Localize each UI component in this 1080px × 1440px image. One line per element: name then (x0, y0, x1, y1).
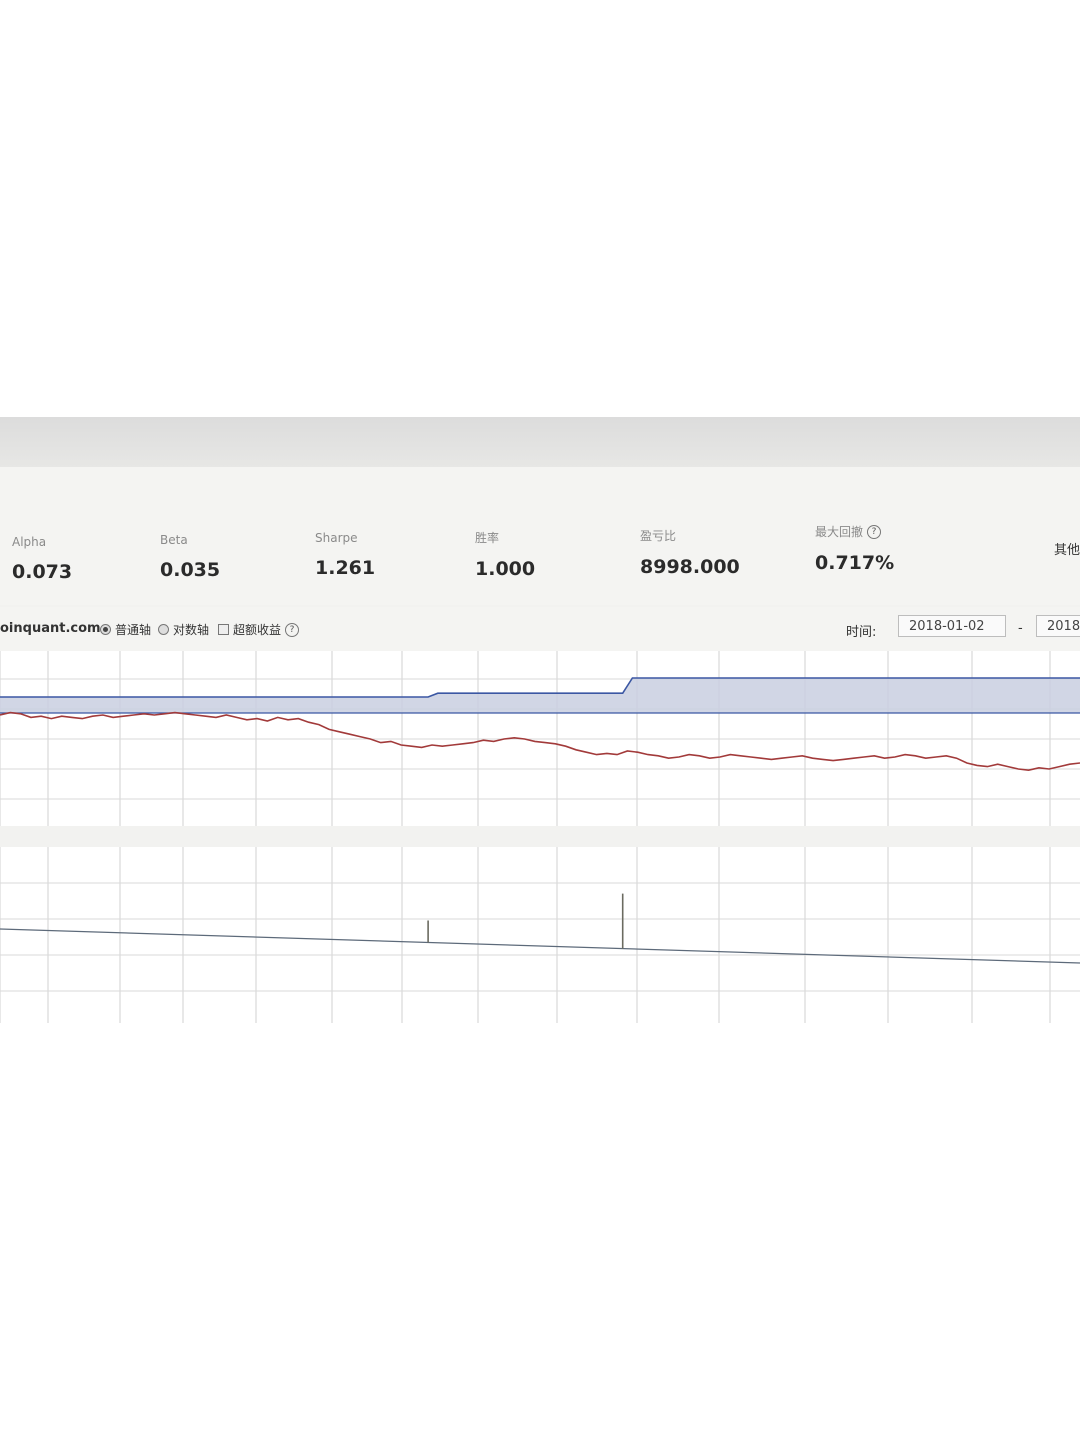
metric-max-drawdown: 最大回撤 ? 0.717% (815, 523, 894, 574)
metric-win-rate: 胜率 1.000 (475, 529, 535, 580)
red-line (0, 711, 1080, 772)
checkbox-icon[interactable] (218, 624, 229, 635)
help-icon[interactable]: ? (285, 622, 300, 637)
axis-log-option[interactable]: 对数轴 (158, 621, 209, 638)
metric-label: 胜率 (475, 531, 500, 545)
metric-beta: Beta 0.035 (160, 533, 220, 581)
volume-baseline (0, 928, 1080, 964)
date-separator: - (1018, 621, 1023, 636)
axis-log-label: 对数轴 (173, 623, 210, 637)
volume-chart-bg (0, 847, 1080, 1023)
metric-label: 最大回撤 (815, 525, 864, 539)
metric-value: 1.000 (475, 558, 536, 580)
site-label: oinquant.com (0, 621, 101, 636)
metric-alpha: Alpha 0.073 (12, 535, 72, 583)
excess-return-label: 超额收益 (233, 623, 282, 637)
metric-value: 8998.000 (640, 556, 740, 578)
blue-line (0, 677, 1080, 698)
axis-normal-label: 普通轴 (115, 623, 152, 637)
app-screen: Alpha 0.073 Beta 0.035 Sharpe 1.261 胜率 1… (0, 417, 1080, 1023)
radio-checked-icon[interactable] (100, 624, 111, 635)
top-bar (0, 417, 1080, 468)
axis-normal-option[interactable]: 普通轴 (100, 621, 151, 638)
metric-profit-loss-ratio: 盈亏比 8998.000 (640, 527, 740, 578)
end-date-input[interactable]: 2018 (1036, 615, 1080, 637)
metric-sharpe: Sharpe 1.261 (315, 531, 375, 579)
metric-value: 1.261 (315, 557, 376, 579)
time-label: 时间: (846, 625, 877, 640)
metric-label: 盈亏比 (640, 529, 677, 543)
blue-line-area (0, 678, 1080, 713)
metric-value: 0.073 (12, 561, 73, 583)
radio-icon[interactable] (158, 624, 169, 635)
metric-label: Beta (160, 533, 188, 547)
start-date-input[interactable]: 2018-01-02 (898, 615, 1006, 637)
metric-label: Alpha (12, 535, 47, 549)
tab-other[interactable]: 其他 (1053, 543, 1080, 558)
metric-value: 0.717% (815, 552, 895, 574)
chart-toolbar: oinquant.com 普通轴 对数轴 超额收益 ? 时间: 2018-01-… (0, 607, 1080, 651)
metric-label: Sharpe (315, 531, 358, 545)
help-icon[interactable]: ? (867, 524, 882, 539)
returns-chart[interactable] (0, 651, 1080, 1023)
metric-value: 0.035 (160, 559, 221, 581)
excess-return-option[interactable]: 超额收益 ? (218, 621, 300, 638)
metrics-panel: Alpha 0.073 Beta 0.035 Sharpe 1.261 胜率 1… (0, 467, 1080, 605)
